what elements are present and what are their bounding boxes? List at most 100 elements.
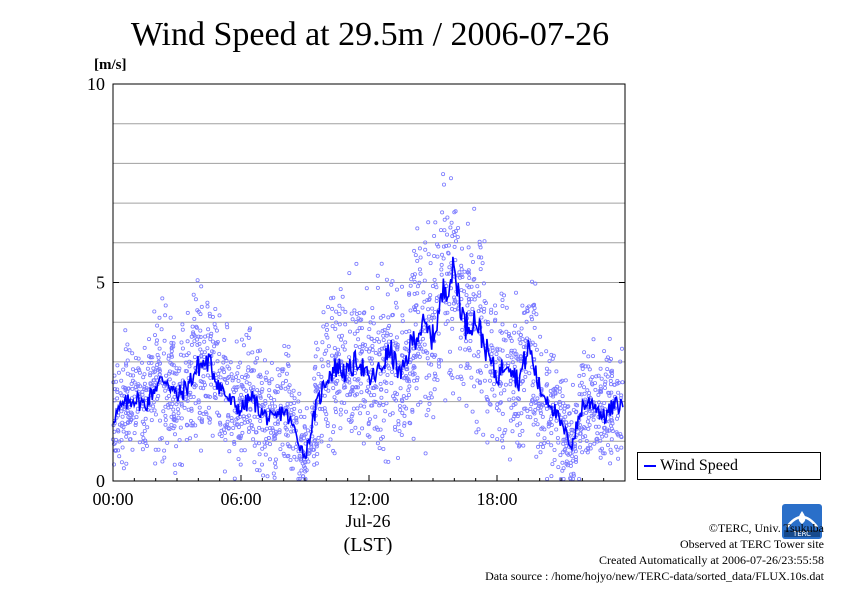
scatter-point (586, 426, 591, 431)
scatter-point (485, 398, 490, 403)
scatter-point (549, 352, 554, 357)
scatter-point (207, 311, 212, 316)
scatter-point (455, 375, 460, 380)
scatter-point (619, 393, 624, 398)
scatter-point (402, 375, 407, 380)
scatter-point (414, 386, 419, 391)
scatter-point (587, 367, 592, 372)
scatter-point (533, 417, 538, 422)
scatter-point (597, 400, 602, 405)
scatter-point (444, 271, 449, 276)
scatter-point (478, 267, 483, 272)
scatter-point (250, 367, 255, 372)
scatter-point (367, 434, 372, 439)
scatter-point (453, 229, 458, 234)
scatter-point (394, 335, 399, 340)
scatter-point (313, 354, 318, 359)
scatter-point (135, 409, 140, 414)
scatter-point (254, 440, 259, 445)
scatter-point (521, 443, 526, 448)
scatter-point (259, 462, 264, 467)
scatter-point (232, 439, 237, 444)
scatter-point (381, 333, 386, 338)
scatter-point (235, 384, 240, 389)
scatter-point (415, 375, 420, 380)
scatter-point (221, 427, 226, 432)
scatter-point (425, 356, 430, 361)
scatter-point (208, 375, 213, 380)
scatter-point (350, 412, 355, 417)
scatter-point (313, 438, 318, 443)
scatter-point (319, 357, 324, 362)
scatter-point (169, 340, 174, 345)
scatter-point (302, 424, 307, 429)
scatter-point (379, 395, 384, 400)
scatter-point (430, 306, 435, 311)
scatter-point (323, 417, 328, 422)
scatter-point (413, 253, 418, 258)
scatter-point (247, 326, 252, 331)
scatter-point (145, 366, 150, 371)
scatter-point (161, 409, 166, 414)
scatter-point (114, 379, 119, 384)
y-tick-label: 10 (87, 74, 105, 94)
scatter-point (212, 344, 217, 349)
scatter-point (124, 361, 129, 366)
scatter-point (415, 226, 420, 231)
scatter-point (417, 354, 422, 359)
scatter-point (614, 430, 619, 435)
scatter-point (417, 346, 422, 351)
scatter-point (560, 460, 565, 465)
scatter-point (349, 311, 354, 316)
scatter-point (430, 315, 435, 320)
scatter-point (116, 448, 121, 453)
scatter-point (529, 402, 534, 407)
scatter-point (121, 466, 126, 471)
scatter-point (530, 340, 535, 345)
scatter-point (442, 228, 447, 233)
scatter-point (316, 435, 321, 440)
scatter-point (216, 413, 221, 418)
scatter-point (448, 225, 453, 230)
scatter-point (447, 302, 452, 307)
scatter-point (115, 396, 120, 401)
scatter-point (342, 383, 347, 388)
scatter-point (478, 304, 483, 309)
scatter-point (426, 220, 431, 225)
scatter-point (235, 371, 240, 376)
scatter-point (485, 409, 490, 414)
scatter-point (311, 454, 316, 459)
scatter-point (515, 356, 520, 361)
scatter-point (279, 367, 284, 372)
scatter-point (202, 339, 207, 344)
scatter-point (426, 407, 431, 412)
scatter-point (366, 384, 371, 389)
scatter-point (591, 354, 596, 359)
scatter-point (332, 346, 337, 351)
scatter-point (561, 401, 566, 406)
scatter-point (490, 348, 495, 353)
scatter-point (602, 349, 607, 354)
scatter-point (567, 422, 572, 427)
scatter-point (157, 367, 162, 372)
scatter-point (605, 429, 610, 434)
scatter-point (432, 371, 437, 376)
scatter-point (331, 386, 336, 391)
scatter-point (523, 369, 528, 374)
scatter-point (468, 321, 473, 326)
scatter-point (462, 269, 467, 274)
scatter-point (374, 385, 379, 390)
scatter-point (299, 468, 304, 473)
scatter-point (413, 303, 418, 308)
scatter-point (427, 373, 432, 378)
scatter-point (362, 310, 367, 315)
scatter-point (172, 462, 177, 467)
scatter-point (531, 379, 536, 384)
scatter-point (552, 386, 557, 391)
source-text: Data source : /home/hojyo/new/TERC-data/… (485, 569, 824, 583)
scatter-point (206, 415, 211, 420)
scatter-point (552, 447, 557, 452)
scatter-point (180, 322, 185, 327)
scatter-point (220, 366, 225, 371)
scatter-point (602, 425, 607, 430)
